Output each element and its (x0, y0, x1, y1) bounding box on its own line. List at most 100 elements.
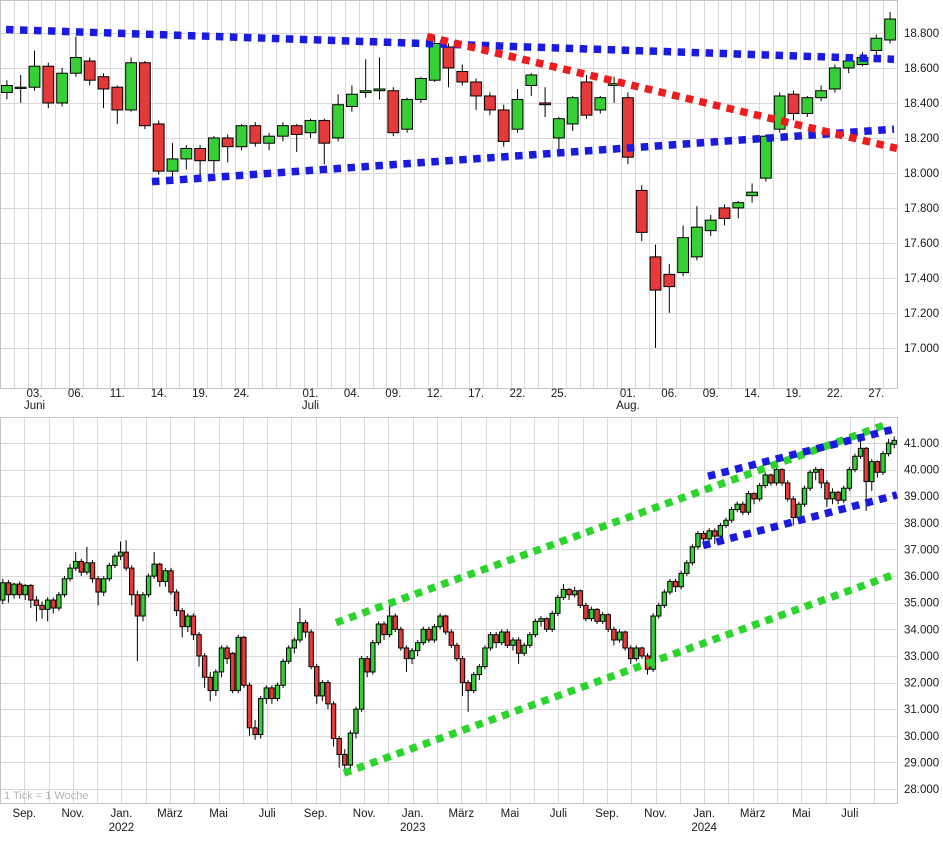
candle (649, 244, 662, 348)
candle (387, 87, 400, 137)
candle (532, 618, 539, 638)
trendlines-layer (334, 420, 899, 777)
candle (224, 645, 230, 664)
candle (420, 626, 426, 646)
candle (511, 88, 524, 133)
y-axis-label: 29.000 (904, 757, 939, 769)
candle (22, 584, 28, 601)
x-axis-label: 22. (827, 388, 843, 400)
candle (291, 637, 298, 654)
x-axis-labels: Sep. Nov. Jan. 2022 März Mai Juli Sep. Nov. Jan. 2… (12, 808, 858, 834)
y-axis-label: 36.000 (904, 571, 939, 583)
candle (39, 601, 45, 619)
x-axis-label: 25. (551, 388, 567, 400)
candle (482, 645, 488, 670)
x-axis-label: 14. (151, 388, 167, 400)
y-axis-label: 37.000 (904, 544, 939, 556)
candle (308, 629, 314, 670)
trendline-resistance-declining (426, 32, 898, 153)
candle (539, 87, 552, 117)
candle (257, 695, 264, 739)
candle (829, 64, 841, 93)
candle (527, 632, 533, 648)
candle (185, 613, 191, 633)
candle (824, 480, 830, 507)
trendline-support-lower (151, 125, 895, 186)
candle (684, 560, 690, 577)
x-axis-label: 19. (192, 388, 208, 400)
candle (50, 597, 56, 614)
candle (426, 626, 432, 643)
candle (208, 136, 220, 173)
candle (269, 685, 275, 704)
candle (97, 73, 110, 109)
x-axis-sublabel: 2023 (400, 822, 426, 834)
x-axis-label: Juli (841, 808, 858, 820)
y-axis-label: 34.000 (904, 624, 939, 636)
y-axis-label: 28.000 (904, 784, 939, 796)
candle (139, 60, 151, 130)
candle (235, 123, 248, 151)
candle (166, 143, 179, 179)
x-axis-label: Mai (792, 808, 811, 820)
x-axis-sublabel: Juli (302, 400, 319, 412)
candle (375, 621, 382, 646)
candle (712, 528, 718, 545)
candle (304, 118, 317, 138)
candle (571, 586, 578, 598)
candle (392, 613, 398, 633)
candle (663, 263, 676, 313)
candle (78, 558, 84, 577)
candle (695, 530, 701, 550)
candle (359, 59, 372, 98)
candle (5, 580, 12, 603)
y-axis-label: 18.200 (904, 133, 939, 145)
candle (577, 589, 583, 609)
x-axis-label: 01. (620, 388, 636, 400)
candle (628, 645, 634, 664)
candle (152, 120, 165, 175)
candle (180, 144, 193, 170)
y-axis-label: 18.600 (904, 63, 939, 75)
candle (704, 214, 717, 236)
candle (89, 560, 96, 583)
candle (841, 485, 847, 503)
candle (277, 122, 289, 142)
trendline-flag-bottom (702, 491, 898, 550)
candle (28, 50, 41, 91)
candle (525, 73, 538, 96)
candle (588, 606, 595, 622)
candle (325, 679, 331, 710)
x-axis-label: Sep. (304, 808, 328, 820)
y-axis-label: 18.000 (904, 168, 939, 180)
candle (471, 671, 477, 694)
candle (194, 144, 206, 180)
candle (274, 682, 281, 702)
candle (454, 642, 460, 662)
candle (162, 568, 169, 587)
candle (431, 624, 438, 643)
candle (123, 540, 129, 571)
candle (56, 592, 62, 611)
x-axis-label: 01. (303, 388, 319, 400)
y-axis-label: 17.200 (904, 308, 939, 320)
candle (835, 490, 841, 505)
x-axis-label: Nov. (644, 808, 667, 820)
candle (465, 679, 471, 712)
candle (179, 608, 185, 638)
y-axis-label: 31.000 (904, 704, 939, 716)
candle (884, 12, 897, 44)
candle (201, 653, 208, 688)
candle (734, 501, 740, 513)
candle (314, 663, 320, 704)
x-axis-label: 17. (468, 388, 484, 400)
x-axis-label: 14. (744, 388, 760, 400)
candle (196, 632, 202, 667)
candle (249, 122, 262, 147)
candle (456, 64, 469, 86)
x-axis-label: 22. (510, 388, 526, 400)
candle (42, 62, 55, 109)
candle (263, 132, 276, 151)
candle (762, 472, 768, 489)
